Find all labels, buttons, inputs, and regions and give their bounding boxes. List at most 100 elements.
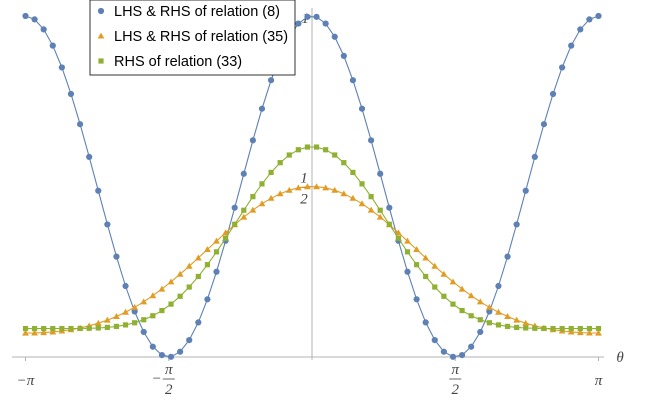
data-point <box>131 308 138 315</box>
data-point <box>367 206 375 213</box>
data-point <box>358 200 366 207</box>
data-point <box>404 237 411 244</box>
data-point <box>404 268 411 275</box>
data-point <box>113 323 120 330</box>
data-point <box>22 12 29 20</box>
data-point <box>104 324 110 330</box>
data-point <box>313 183 320 190</box>
data-point <box>595 325 602 332</box>
data-point <box>459 307 465 314</box>
data-point <box>259 181 265 187</box>
data-point <box>240 213 248 220</box>
data-point <box>103 316 111 323</box>
data-point <box>549 90 557 98</box>
data-point <box>31 16 38 23</box>
data-point <box>586 325 593 332</box>
data-point <box>376 213 384 220</box>
data-point <box>195 273 201 280</box>
data-point <box>423 273 429 280</box>
data-point <box>504 253 511 260</box>
legend-box <box>89 0 296 76</box>
data-point <box>595 12 602 20</box>
x-tick-label: π <box>595 373 603 389</box>
data-point <box>458 285 466 292</box>
data-point <box>204 246 211 253</box>
data-point <box>141 317 147 323</box>
data-point <box>468 313 474 319</box>
x-axis-label: θ <box>616 350 624 366</box>
data-point <box>122 308 129 315</box>
data-point <box>431 337 438 344</box>
data-point <box>377 207 383 213</box>
data-point <box>113 253 120 260</box>
data-point <box>150 313 156 319</box>
data-point <box>59 325 65 332</box>
data-point <box>249 206 257 213</box>
data-point <box>67 90 75 98</box>
legend-marker-triangle <box>97 32 105 39</box>
data-point <box>477 328 484 336</box>
data-point <box>104 221 111 228</box>
data-point <box>413 246 420 253</box>
data-point <box>440 348 447 355</box>
data-point <box>222 235 229 241</box>
data-point <box>149 292 157 299</box>
data-point <box>94 319 102 326</box>
x-tick-label-denominator: 2 <box>165 382 173 398</box>
data-point <box>486 320 492 326</box>
data-point <box>194 254 202 261</box>
x-tick-label-numerator: π <box>451 362 459 378</box>
data-point <box>331 186 339 193</box>
data-point <box>586 329 593 336</box>
data-point <box>531 153 538 160</box>
data-point <box>131 303 139 310</box>
data-point <box>349 194 357 201</box>
data-point <box>395 229 402 236</box>
data-point <box>532 325 538 331</box>
data-point <box>559 64 566 71</box>
data-point <box>286 152 292 158</box>
data-point <box>467 292 475 299</box>
series-line <box>25 146 599 330</box>
data-point <box>577 325 583 332</box>
data-point <box>167 278 175 285</box>
data-point <box>458 351 466 359</box>
legend-marker-square <box>98 58 104 64</box>
data-point <box>40 26 47 33</box>
data-point <box>276 190 284 197</box>
data-point <box>195 319 202 326</box>
data-point <box>40 329 48 336</box>
data-point <box>350 169 356 176</box>
data-point <box>523 325 529 331</box>
data-point <box>58 64 65 71</box>
data-point <box>476 298 484 305</box>
data-point <box>304 144 311 150</box>
data-point <box>331 33 338 40</box>
data-point <box>513 221 520 228</box>
data-point <box>304 13 311 20</box>
data-point <box>576 329 584 336</box>
data-point <box>49 42 56 49</box>
data-point <box>567 328 575 335</box>
data-point <box>449 353 457 360</box>
data-point <box>95 325 101 331</box>
data-point <box>267 77 275 84</box>
data-point <box>285 186 293 193</box>
series-line <box>25 15 599 358</box>
series-line <box>25 186 599 334</box>
data-point <box>449 278 457 285</box>
data-point <box>540 121 548 128</box>
data-point <box>122 322 129 328</box>
data-point <box>377 170 384 177</box>
data-point <box>541 325 547 332</box>
series-1 <box>22 12 602 360</box>
legend-entry-label: RHS of relation (33) <box>114 54 242 70</box>
data-point <box>295 20 302 27</box>
data-point <box>450 301 456 307</box>
data-point <box>422 254 430 261</box>
data-point <box>168 301 174 307</box>
x-tick-label-numerator: π <box>165 362 173 378</box>
data-point <box>86 325 92 331</box>
data-point <box>250 194 256 200</box>
data-point <box>140 298 148 305</box>
